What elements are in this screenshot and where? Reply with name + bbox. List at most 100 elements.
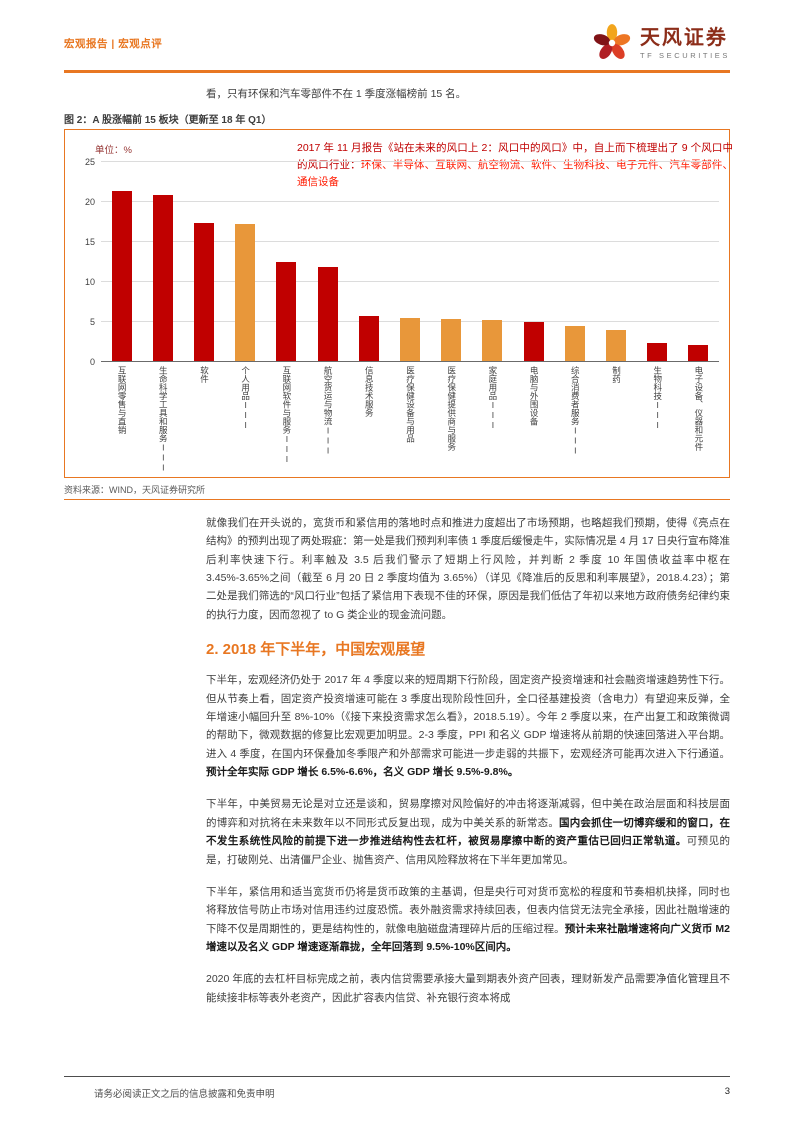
page-number: 3 bbox=[724, 1086, 730, 1097]
page-header: 宏观报告 | 宏观点评 天风证券 TF SECURITIES bbox=[0, 0, 794, 70]
chart-area: 0 5 10 15 20 25 互联网零售与直销 生命科学工具和服务III 软件 个人用品III… bbox=[75, 157, 719, 473]
category-cell: 互联网零售与直销 bbox=[101, 362, 142, 473]
body-text: 下半年，紧信用和适当宽货币仍将是货币政策的主基调，但是央行可对货币宽松的程度和节… bbox=[206, 885, 730, 935]
category-axis: 互联网零售与直销 生命科学工具和服务III 软件 个人用品III 互联网软件与服务III… bbox=[101, 362, 719, 473]
body-paragraphs-bottom: 下半年，宏观经济仍处于 2017 年 4 季度以来的短周期下行阶段，固定资产投资… bbox=[206, 671, 730, 1007]
gridline bbox=[101, 161, 719, 163]
tf-flower-logo-icon bbox=[593, 24, 631, 59]
bar-14 bbox=[647, 343, 668, 362]
bar-9 bbox=[441, 319, 462, 362]
category-cell: 制药 bbox=[595, 362, 636, 473]
y-axis: 0 5 10 15 20 25 bbox=[75, 157, 101, 367]
category-cell: 电脑与外围设备 bbox=[513, 362, 554, 473]
bar-6 bbox=[317, 267, 338, 362]
category-cell: 医疗保健提供商与服务 bbox=[431, 362, 472, 473]
bar-cell bbox=[307, 162, 348, 362]
body-paragraph: 下半年，中美贸易无论是对立还是谈和，贸易摩擦对风险偏好的冲击将逐渐减弱，但中美在… bbox=[206, 795, 730, 869]
category-label: 生物科技III bbox=[652, 366, 663, 431]
bar-15 bbox=[688, 345, 709, 362]
bar-cell bbox=[266, 162, 307, 362]
body-paragraph: 下半年，紧信用和适当宽货币仍将是货币政策的主基调，但是央行可对货币宽松的程度和节… bbox=[206, 883, 730, 957]
body-text: 下半年，宏观经济仍处于 2017 年 4 季度以来的短周期下行阶段，固定资产投资… bbox=[206, 674, 730, 760]
bar-cell bbox=[183, 162, 224, 362]
footer-disclaimer: 请务必阅读正文之后的信息披露和免责申明 bbox=[94, 1089, 275, 1100]
category-label: 互联网零售与直销 bbox=[117, 366, 128, 435]
category-cell: 软件 bbox=[183, 362, 224, 473]
bar-10 bbox=[482, 320, 503, 362]
page-footer: 请务必阅读正文之后的信息披露和免责申明 3 bbox=[64, 1076, 730, 1100]
annotation-intro: 2017 年 11 月报告《站在未来的风口上 2：风口中的风口》中，自上而下梳理… bbox=[297, 142, 733, 172]
y-tick-label: 5 bbox=[89, 317, 95, 328]
category-label: 医疗保健设备与用品 bbox=[405, 366, 416, 443]
bar-cell bbox=[513, 162, 554, 362]
gridline bbox=[101, 241, 719, 243]
category-label: 综合消费者服务III bbox=[570, 366, 581, 456]
y-tick-label: 10 bbox=[84, 277, 95, 288]
bars bbox=[101, 162, 719, 363]
category-label: 生命科学工具和服务III bbox=[158, 366, 169, 473]
category-label: 电子设备、仪器和元件 bbox=[693, 366, 704, 452]
y-tick-label: 15 bbox=[84, 237, 95, 248]
header-divider bbox=[64, 70, 730, 73]
category-label: 制药 bbox=[611, 366, 622, 384]
body-text: 可预见的是，打破刚兑、出清僵尸企业、抛售资产、信用风险释放将在下半年更加常见。 bbox=[206, 835, 731, 866]
chart-unit-label: 单位：% bbox=[95, 145, 132, 157]
section-heading: 2. 2018 年下半年，中国宏观展望 bbox=[206, 641, 426, 659]
bar-cell bbox=[431, 162, 472, 362]
brand-text: 天风证券 TF SECURITIES bbox=[640, 27, 730, 60]
body-text: 2020 年底的去杠杆目标完成之前，表内信贷需要承接大量到期表外资产回表，理财新… bbox=[206, 973, 730, 1004]
figure-2: 图 2：A 股涨幅前 15 板块（更新至 18 年 Q1） 单位：% 2017 … bbox=[64, 111, 733, 500]
bar-cell bbox=[472, 162, 513, 362]
annotation-industries: 环保、半导体、互联网、航空物流、软件、生物科技、电子元件、汽车零部件、通信设备 bbox=[297, 159, 734, 189]
category-label: 电脑与外围设备 bbox=[529, 366, 540, 426]
y-tick-label: 20 bbox=[84, 197, 95, 208]
category-cell: 生命科学工具和服务III bbox=[142, 362, 183, 473]
figure-source: 资料来源：WIND，天风证券研究所 bbox=[64, 484, 205, 495]
category-label: 家庭用品III bbox=[487, 366, 498, 431]
bar-3 bbox=[194, 223, 214, 362]
gridline bbox=[101, 201, 719, 203]
emphasized-text: 预计全年实际 GDP 增长 6.5%-6.6%，名义 GDP 增长 9.5%-9… bbox=[206, 766, 519, 778]
y-tick-label: 25 bbox=[84, 157, 95, 168]
bar-cell bbox=[348, 162, 389, 362]
category-label: 个人用品III bbox=[240, 366, 251, 431]
intro-paragraph: 看，只有环保和汽车零部件不在 1 季度涨幅榜前 15 名。 bbox=[206, 88, 467, 100]
bar-chart: 单位：% 2017 年 11 月报告《站在未来的风口上 2：风口中的风口》中，自… bbox=[64, 129, 733, 478]
report-type-label: 宏观报告 | 宏观点评 bbox=[64, 37, 163, 50]
body-paragraph: 下半年，宏观经济仍处于 2017 年 4 季度以来的短周期下行阶段，固定资产投资… bbox=[206, 671, 730, 781]
bar-5 bbox=[276, 262, 297, 362]
body-text: 下半年，中美贸易无论是对立还是谈和，贸易摩擦对风险偏好的冲击将逐渐减弱，但中美在… bbox=[206, 798, 730, 829]
bar-13 bbox=[606, 330, 627, 362]
bar-cell bbox=[142, 162, 183, 362]
y-tick-label: 0 bbox=[89, 357, 95, 368]
body-text: 就像我们在开头说的，宽货币和紧信用的落地时点和推进力度超出了市场预期，也略超我们… bbox=[206, 516, 730, 621]
brand-name: 天风证券 bbox=[639, 26, 728, 49]
page-content: 看，只有环保和汽车零部件不在 1 季度涨幅榜前 15 名。 图 2：A 股涨幅前… bbox=[0, 85, 794, 1007]
category-cell: 生物科技III bbox=[637, 362, 678, 473]
bar-8 bbox=[400, 318, 421, 362]
category-cell: 信息技术服务 bbox=[348, 362, 389, 473]
category-label: 航空货运与物流III bbox=[323, 366, 334, 456]
chart-annotation: 2017 年 11 月报告《站在未来的风口上 2：风口中的风口》中，自上而下梳理… bbox=[297, 140, 733, 191]
emphasized-text: 国内会抓住一切博弈缓和的窗口，在不发生系统性风险的前提下进一步推进结构性去杠杆，… bbox=[206, 816, 730, 848]
bar-cell bbox=[637, 162, 678, 362]
bars-wrap bbox=[101, 161, 719, 363]
category-label: 信息技术服务 bbox=[364, 366, 375, 418]
category-cell: 电子设备、仪器和元件 bbox=[678, 362, 719, 473]
figure-caption: 图 2：A 股涨幅前 15 板块（更新至 18 年 Q1） bbox=[64, 115, 272, 127]
bar-cell bbox=[101, 162, 142, 362]
bar-12 bbox=[564, 326, 585, 362]
bar-cell bbox=[225, 162, 266, 362]
category-cell: 个人用品III bbox=[225, 362, 266, 473]
figure-bottom-rule bbox=[64, 498, 730, 500]
bar-11 bbox=[523, 322, 544, 362]
category-cell: 综合消费者服务III bbox=[554, 362, 595, 473]
category-cell: 互联网软件与服务III bbox=[266, 362, 307, 473]
bar-cell bbox=[554, 162, 595, 362]
category-label: 互联网软件与服务III bbox=[281, 366, 292, 465]
gridline bbox=[101, 281, 719, 283]
category-cell: 家庭用品III bbox=[472, 362, 513, 473]
brand-subtitle: TF SECURITIES bbox=[639, 50, 730, 60]
emphasized-text: 预计未来社融增速将向广义货币 M2 增速以及名义 GDP 增速逐渐靠拢，全年回落… bbox=[206, 922, 730, 953]
